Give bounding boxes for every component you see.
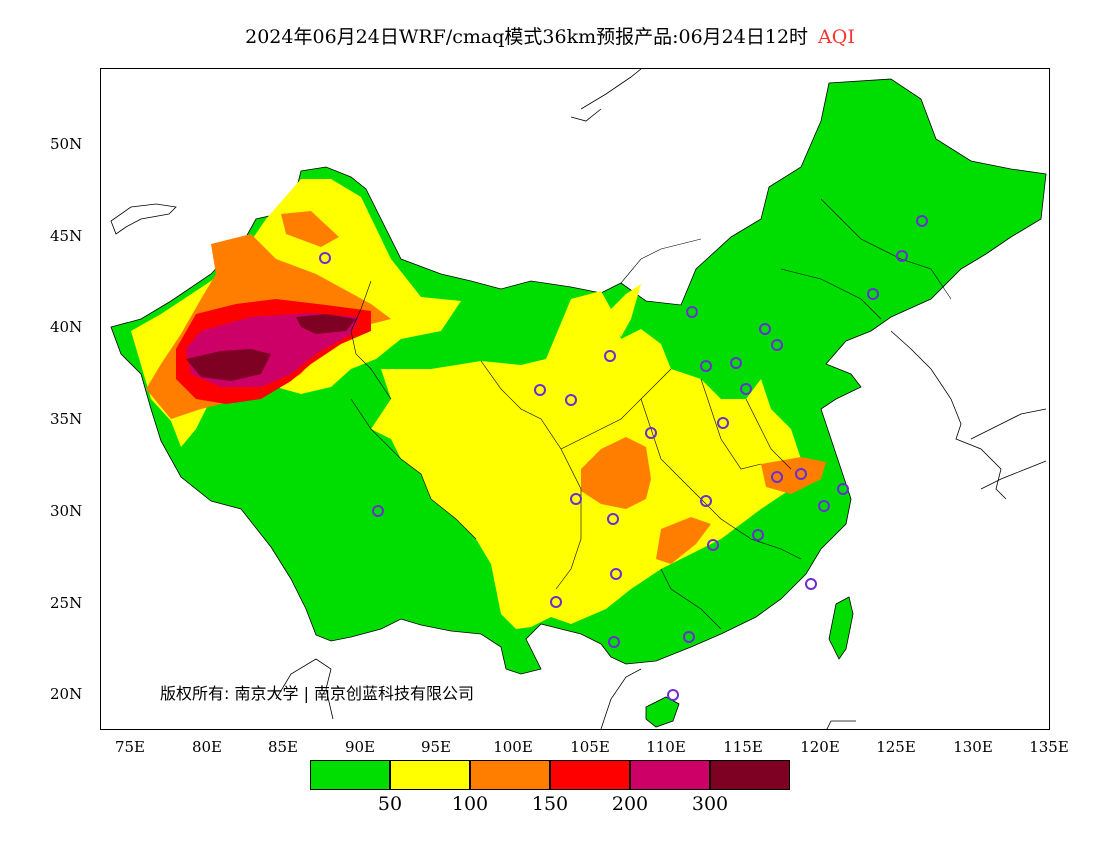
legend-swatch-2 — [390, 760, 470, 790]
station-marker — [771, 471, 783, 483]
copyright-text: 版权所有: 南京大学 | 南京创蓝科技有限公司 — [160, 684, 475, 703]
station-marker — [607, 513, 619, 525]
map-title: 2024年06月24日WRF/cmaq模式36km预报产品:06月24日12时 A… — [0, 22, 1100, 49]
station-marker — [730, 357, 742, 369]
station-marker — [372, 505, 384, 517]
station-marker — [837, 483, 849, 495]
province-borders — [350, 198, 952, 630]
legend-swatch-6 — [710, 760, 790, 790]
y-axis-label: 45N — [50, 227, 83, 245]
coastline-caspian — [110, 203, 177, 235]
legend-label: 100 — [451, 793, 489, 815]
station-marker — [795, 468, 807, 480]
station-marker — [608, 636, 620, 648]
station-marker — [700, 360, 712, 372]
y-axis-label: 40N — [50, 318, 83, 336]
hainan-island — [645, 696, 680, 728]
station-marker — [707, 539, 719, 551]
station-marker — [818, 500, 830, 512]
legend-swatch-4 — [550, 760, 630, 790]
x-axis-label: 120E — [800, 738, 840, 756]
legend-swatch-1 — [310, 760, 390, 790]
aqi-zone-orange-anhui — [761, 457, 826, 494]
station-marker — [534, 384, 546, 396]
station-marker — [604, 350, 616, 362]
legend-label: 200 — [611, 793, 649, 815]
coastline-korea-japan — [890, 330, 1047, 500]
aqi-zone-yellow-northeast — [606, 284, 641, 337]
y-axis-label: 20N — [50, 685, 83, 703]
station-marker — [565, 394, 577, 406]
coastline-sakhalin — [570, 69, 642, 122]
legend-swatch-5 — [630, 760, 710, 790]
y-axis-label: 30N — [50, 502, 83, 520]
y-axis-label: 25N — [50, 594, 83, 612]
station-marker — [570, 493, 582, 505]
map-panel — [100, 68, 1050, 730]
station-marker — [686, 306, 698, 318]
station-marker — [740, 383, 752, 395]
y-axis-label: 35N — [50, 410, 83, 428]
aqi-zone-orange-junggar — [281, 211, 339, 247]
aqi-zone-maroon-east — [296, 314, 356, 334]
legend-label: 50 — [377, 793, 403, 815]
station-marker — [550, 596, 562, 608]
station-marker — [319, 252, 331, 264]
x-axis-label: 85E — [267, 738, 299, 756]
aqi-map — [110, 69, 1047, 729]
station-marker — [752, 529, 764, 541]
title-main: 2024年06月24日WRF/cmaq模式36km预报产品:06月24日12时 — [245, 26, 809, 48]
x-axis-label: 75E — [114, 738, 146, 756]
title-variable: AQI — [818, 26, 855, 48]
aqi-zone-orange-hunan — [656, 517, 711, 564]
station-marker — [683, 631, 695, 643]
x-axis-label: 115E — [723, 738, 763, 756]
station-marker — [610, 568, 622, 580]
legend-label: 300 — [691, 793, 729, 815]
station-marker — [867, 288, 879, 300]
legend-label: 150 — [531, 793, 569, 815]
station-marker — [759, 323, 771, 335]
aqi-zone-maroon-west — [186, 349, 271, 381]
x-axis-label: 110E — [646, 738, 686, 756]
station-marker — [717, 417, 729, 429]
station-marker — [805, 578, 817, 590]
station-marker — [700, 495, 712, 507]
x-axis-label: 130E — [953, 738, 993, 756]
x-axis-label: 95E — [420, 738, 452, 756]
x-axis-label: 80E — [191, 738, 223, 756]
x-axis-label: 125E — [876, 738, 916, 756]
aqi-zone-orange-sichuan — [581, 437, 651, 509]
legend-swatch-3 — [470, 760, 550, 790]
x-axis-label: 90E — [344, 738, 376, 756]
station-marker — [667, 689, 679, 701]
x-axis-label: 135E — [1029, 738, 1069, 756]
x-axis-label: 105E — [570, 738, 610, 756]
station-markers — [319, 215, 928, 701]
y-axis-label: 50N — [50, 135, 83, 153]
station-marker — [771, 339, 783, 351]
taiwan-island — [828, 596, 854, 660]
coastline-southeast-asia — [275, 658, 856, 729]
station-marker — [916, 215, 928, 227]
x-axis-label: 100E — [493, 738, 533, 756]
station-marker — [645, 427, 657, 439]
station-marker — [896, 250, 908, 262]
